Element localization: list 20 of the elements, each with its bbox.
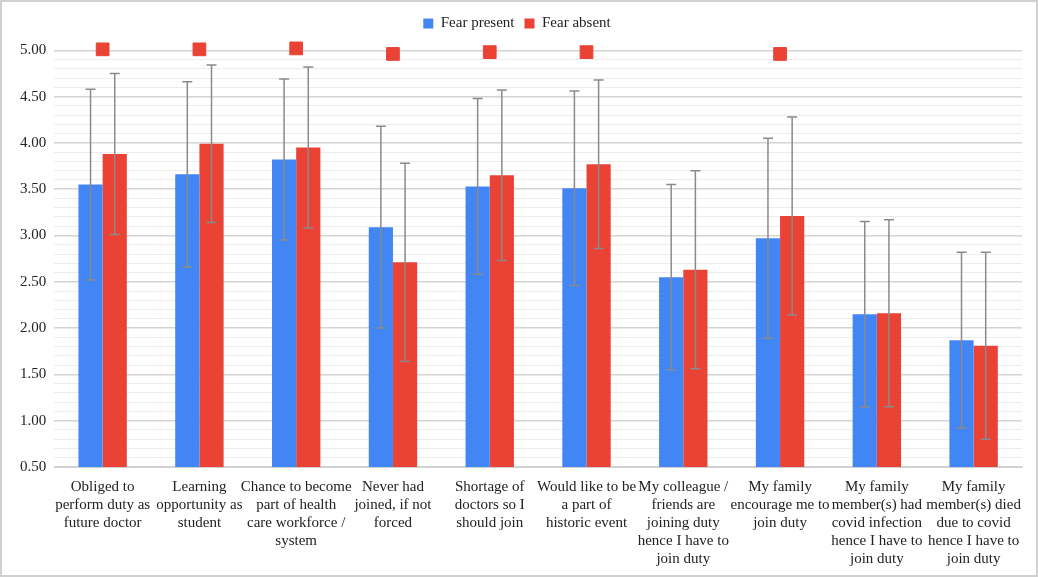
x-tick-label: Shortage of doctors so I should join bbox=[454, 477, 525, 530]
y-tick-label: 4.50 bbox=[20, 87, 47, 104]
y-tick-label: 2.50 bbox=[20, 272, 47, 289]
x-tick-label: My colleague / friends are joining duty hence I have to join duty bbox=[637, 477, 730, 566]
y-tick-label: 4.00 bbox=[20, 133, 47, 150]
y-tick-label: 2.00 bbox=[20, 319, 47, 336]
y-tick-label: 3.00 bbox=[20, 226, 47, 243]
legend-label: Fear present bbox=[440, 14, 516, 31]
y-tick-label: 1.50 bbox=[20, 365, 47, 382]
legend-label: Fear absent bbox=[542, 14, 612, 31]
x-tick-label: Would like to be a part of historic event bbox=[536, 477, 637, 530]
y-tick-label: 5.00 bbox=[20, 41, 47, 58]
y-tick-label: 3.50 bbox=[20, 180, 47, 197]
x-tick-label: My family encourage me to join duty bbox=[730, 477, 830, 530]
y-tick-label: 0.50 bbox=[20, 457, 47, 474]
x-tick-label: My family member(s) died due to covid hence I have to join duty bbox=[926, 477, 1022, 566]
x-tick-label: Obliged to perform duty as future doctor bbox=[55, 477, 151, 530]
y-tick-label: 1.00 bbox=[20, 411, 47, 428]
x-tick-label: Never had joined, if not forced bbox=[353, 477, 433, 530]
x-tick-label: My family member(s) had covid infection hence I have to join duty bbox=[831, 477, 923, 566]
